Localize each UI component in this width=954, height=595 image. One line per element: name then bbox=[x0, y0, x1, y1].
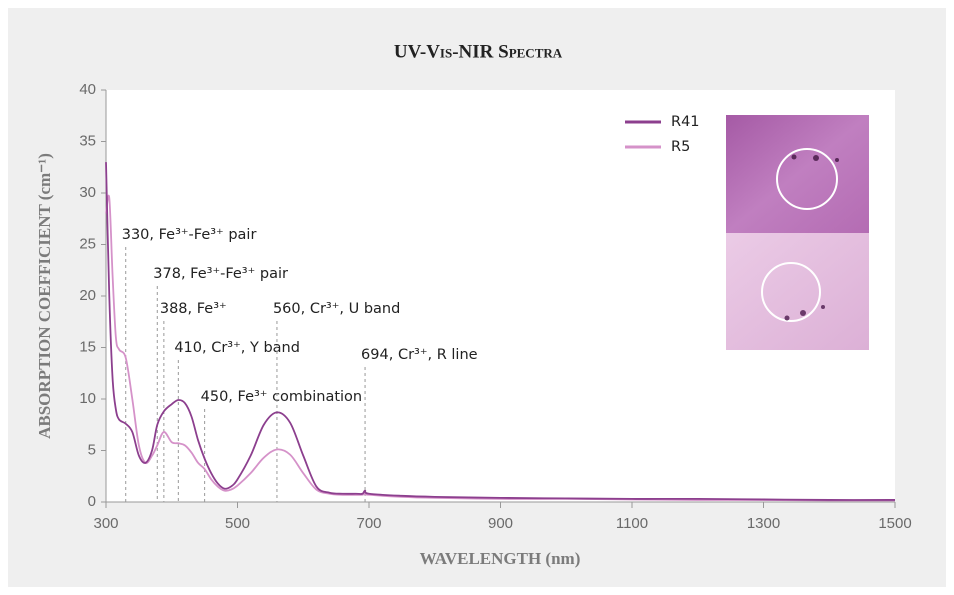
legend-label: R41 bbox=[671, 114, 700, 130]
y-tick-label: 0 bbox=[88, 493, 96, 510]
inclusion bbox=[821, 305, 825, 309]
photo-circle bbox=[776, 148, 838, 210]
x-tick-label: 700 bbox=[356, 515, 381, 532]
y-tick-label: 35 bbox=[79, 132, 96, 149]
annotation-label: 694, Cr³⁺, R line bbox=[361, 347, 478, 363]
x-tick-label: 1500 bbox=[878, 515, 911, 532]
inclusion bbox=[791, 154, 797, 160]
annotation-label: 330, Fe³⁺-Fe³⁺ pair bbox=[122, 227, 257, 243]
chart-title: UV-Vis-NIR Spectra bbox=[394, 41, 563, 62]
y-tick-label: 25 bbox=[79, 235, 96, 252]
y-tick-label: 40 bbox=[79, 81, 96, 98]
series-line bbox=[105, 162, 896, 501]
x-tick-label: 1300 bbox=[747, 515, 780, 532]
photo-circle bbox=[761, 262, 821, 322]
x-axis-label: WAVELENGTH (nm) bbox=[420, 549, 581, 568]
photo-r5 bbox=[726, 233, 869, 350]
annotation-label: 410, Cr³⁺, Y band bbox=[174, 340, 300, 356]
annotation-label: 378, Fe³⁺-Fe³⁺ pair bbox=[153, 266, 288, 282]
x-tick-label: 300 bbox=[93, 515, 118, 532]
legend-label: R5 bbox=[671, 139, 690, 155]
x-tick-label: 500 bbox=[225, 515, 250, 532]
y-tick-label: 5 bbox=[88, 441, 96, 458]
annotation-label: 388, Fe³⁺ bbox=[160, 301, 227, 317]
inclusion bbox=[800, 310, 806, 316]
annotation-label: 560, Cr³⁺, U band bbox=[273, 301, 400, 317]
inclusion bbox=[835, 158, 839, 162]
annotation-label: 450, Fe³⁺ combination bbox=[201, 389, 363, 405]
series-line bbox=[105, 194, 896, 502]
y-tick-label: 20 bbox=[79, 287, 96, 304]
photo-r41 bbox=[726, 115, 869, 233]
y-axis-label: ABSORPTION COEFFICIENT (cm⁻¹) bbox=[35, 153, 54, 439]
x-tick-label: 900 bbox=[488, 515, 513, 532]
inclusion bbox=[784, 315, 790, 321]
inclusion bbox=[813, 155, 819, 161]
y-tick-label: 30 bbox=[79, 184, 96, 201]
y-tick-label: 15 bbox=[79, 338, 96, 355]
x-tick-label: 1100 bbox=[616, 515, 648, 532]
inset-photo bbox=[726, 115, 869, 350]
y-tick-label: 10 bbox=[79, 390, 96, 407]
